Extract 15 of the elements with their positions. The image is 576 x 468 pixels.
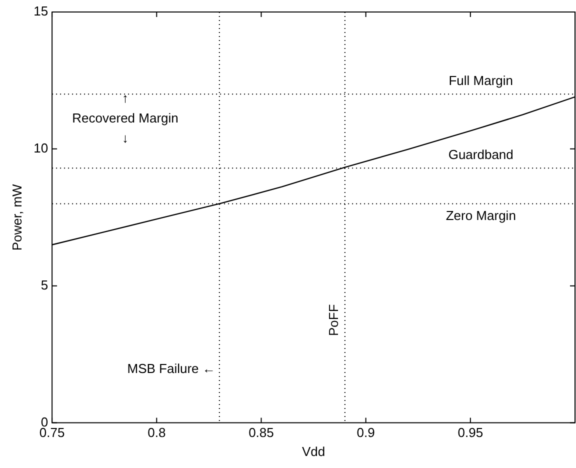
ref-line-label: Full Margin xyxy=(448,73,514,88)
y-axis-title: Power, mW xyxy=(9,183,24,251)
x-tick-label: 0.9 xyxy=(356,425,375,440)
y-tick-label: 15 xyxy=(34,4,48,19)
ref-line-label: Guardband xyxy=(448,147,514,162)
ref-line-label: PoFF xyxy=(326,304,341,336)
x-tick-label: 0.85 xyxy=(248,425,274,440)
y-tick-label: 5 xyxy=(40,277,48,292)
x-axis-title: Vdd xyxy=(302,444,326,459)
annotation: ↑ Recovered Margin ↓ xyxy=(72,90,178,146)
x-tick-label: 0.8 xyxy=(148,425,166,440)
x-tick-label: 0.95 xyxy=(458,425,484,440)
y-tick-label: 10 xyxy=(34,140,48,156)
ref-line-label: MSB Failure ← xyxy=(127,360,216,376)
ref-line-label: Zero Margin xyxy=(446,208,516,223)
